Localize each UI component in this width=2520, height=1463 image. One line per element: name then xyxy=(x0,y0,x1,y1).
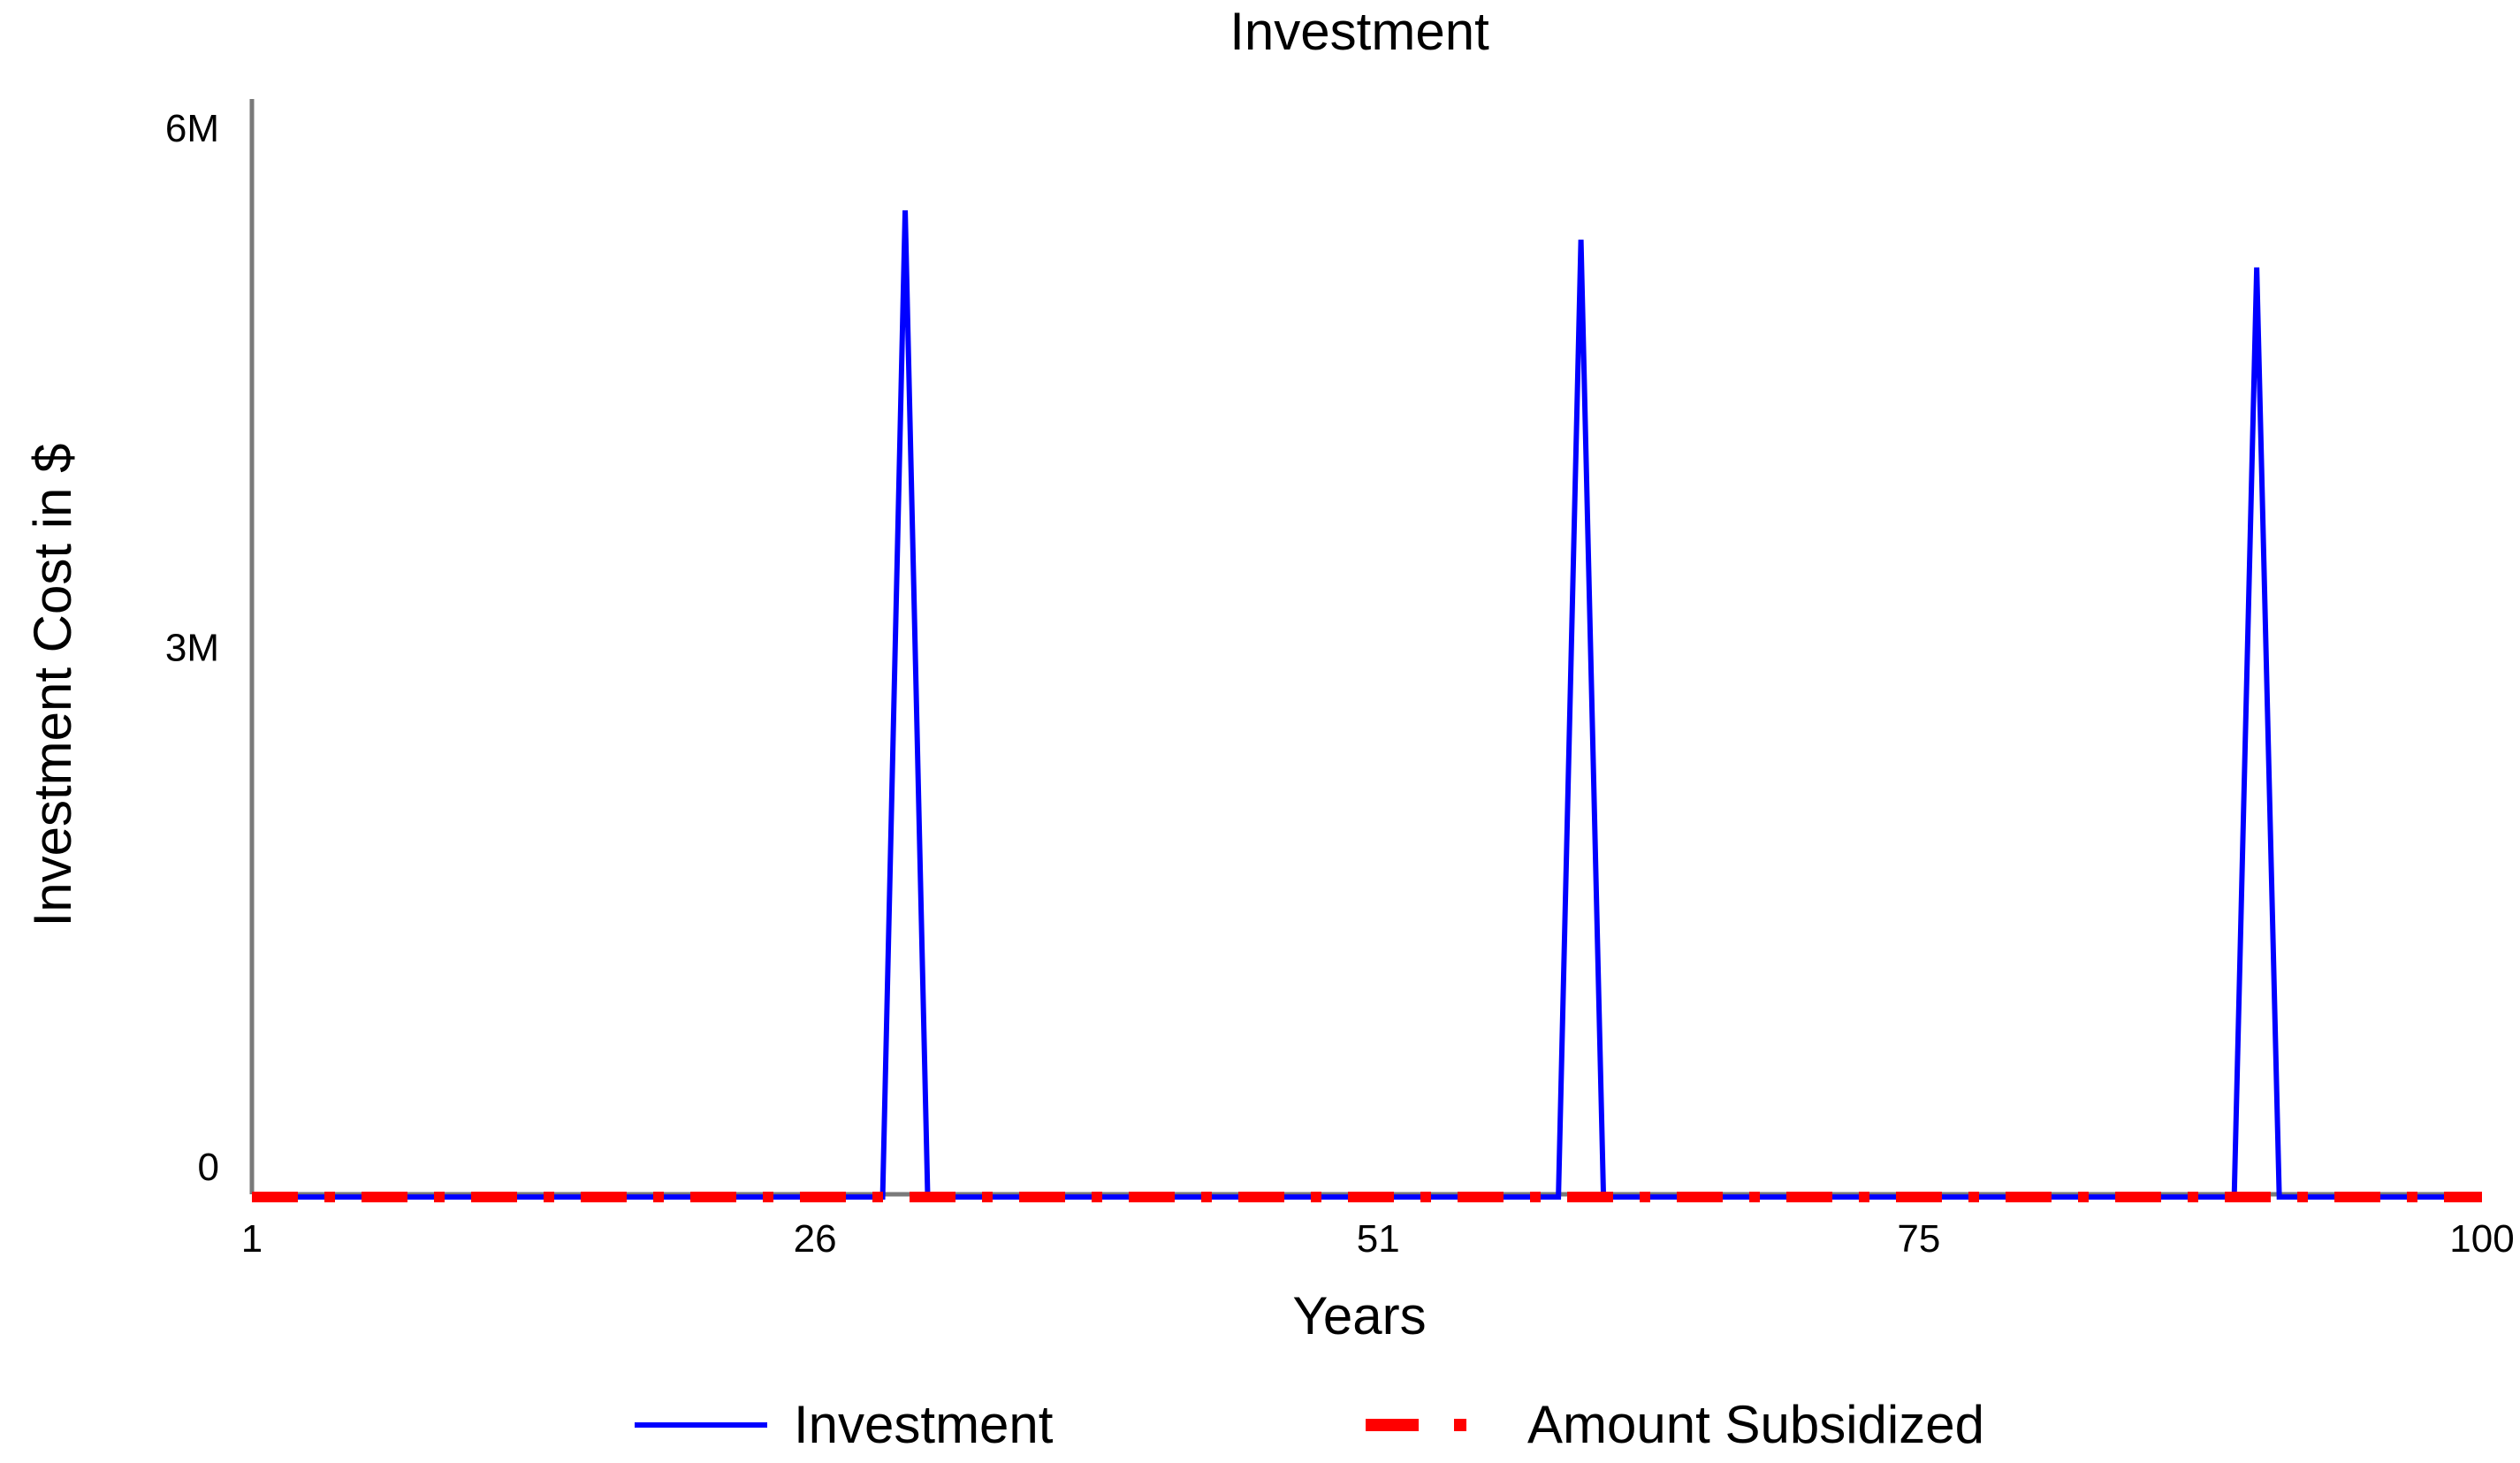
series-layer xyxy=(252,210,2482,1203)
x-tick-label: 1 xyxy=(241,1217,263,1261)
x-tick-label: 75 xyxy=(1897,1217,1940,1261)
series-investment-line xyxy=(252,210,2482,1200)
legend-label: Amount Subsidized xyxy=(1527,1395,1984,1454)
x-tick-labels: 1 26 51 75 100 xyxy=(241,1217,2515,1261)
chart-title: Investment xyxy=(1230,2,1489,61)
x-tick-label: 100 xyxy=(2449,1217,2514,1261)
legend-label: Investment xyxy=(794,1395,1054,1454)
x-tick-label: 26 xyxy=(794,1217,837,1261)
y-tick-label: 6M xyxy=(165,107,219,150)
x-tick-label: 51 xyxy=(1357,1217,1400,1261)
legend: Investment Amount Subsidized xyxy=(635,1395,1984,1454)
axes xyxy=(249,99,2482,1197)
y-tick-labels: 0 3M 6M xyxy=(165,107,219,1189)
x-axis-label: Years xyxy=(1292,1286,1426,1345)
y-tick-label: 0 xyxy=(198,1146,219,1189)
y-tick-label: 3M xyxy=(165,627,219,670)
y-axis-label: Investment Cost in $ xyxy=(23,444,82,927)
